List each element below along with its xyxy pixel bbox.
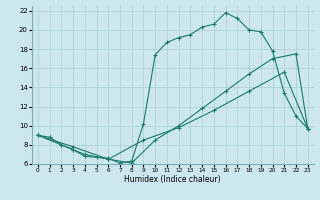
X-axis label: Humidex (Indice chaleur): Humidex (Indice chaleur) xyxy=(124,175,221,184)
